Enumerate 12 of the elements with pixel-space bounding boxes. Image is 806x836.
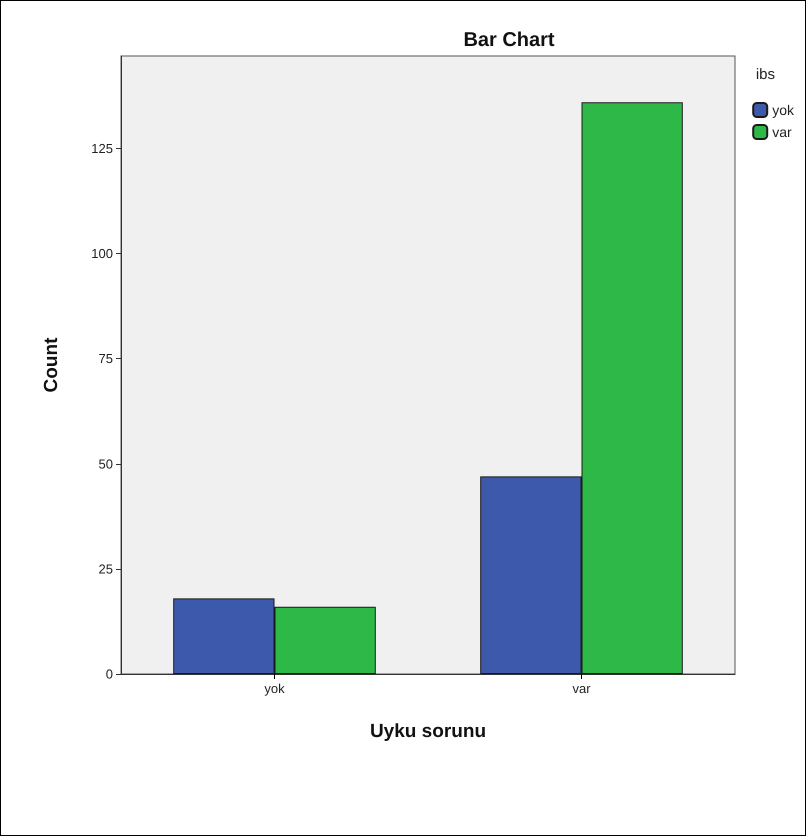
y-tick-label: 75 — [98, 351, 113, 366]
y-axis-title: Count — [41, 336, 62, 392]
x-axis-title: Uyku sorunu — [370, 721, 486, 742]
chart-title: Bar Chart — [463, 29, 555, 51]
y-tick-label: 25 — [98, 561, 113, 576]
legend-label: var — [772, 124, 792, 140]
y-tick-label: 100 — [91, 246, 113, 262]
y-tick-label: 50 — [98, 456, 113, 472]
legend-label: yok — [772, 102, 795, 118]
y-tick-label: 125 — [91, 140, 113, 156]
y-tick-label: 0 — [106, 666, 113, 682]
legend-title: ibs — [756, 66, 776, 83]
